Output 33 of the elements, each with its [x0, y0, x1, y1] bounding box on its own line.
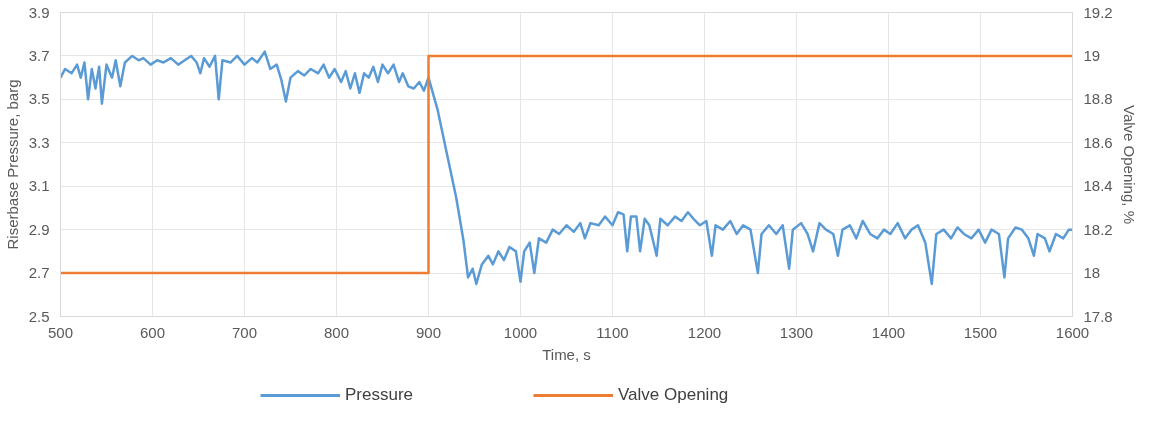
- y-tick-label: 2.9: [28, 220, 50, 238]
- x-tick-label: 1100: [596, 323, 629, 341]
- x-tick-label: 1300: [779, 323, 814, 341]
- y-axis-title: Riserbase Pressure, barg: [3, 79, 21, 250]
- x-tick-label: 900: [415, 323, 442, 341]
- y2-tick-label: 18: [1083, 264, 1101, 282]
- y2-axis-title: Valve Opening, %: [1120, 105, 1138, 224]
- legend-label: Pressure: [345, 385, 414, 405]
- x-tick-label: 800: [323, 323, 350, 341]
- y2-tick-label: 17.8: [1083, 307, 1113, 325]
- y2-tick-label: 18.8: [1083, 90, 1113, 108]
- y-tick-label: 3.7: [28, 46, 50, 64]
- x-tick-label: 600: [139, 323, 166, 341]
- y2-tick-label: 19: [1083, 46, 1101, 64]
- x-tick-label: 1000: [503, 323, 538, 341]
- y-tick-label: 3.9: [28, 3, 50, 21]
- y-tick-label: 3.3: [28, 133, 50, 151]
- y-tick-label: 2.5: [28, 307, 50, 325]
- x-tick-label: 1400: [871, 323, 906, 341]
- x-tick-label: 500: [47, 323, 74, 341]
- y-tick-label: 3.5: [28, 90, 50, 108]
- y-tick-label: 3.1: [28, 177, 50, 195]
- x-tick-label: 1200: [687, 323, 722, 341]
- x-tick-label: 700: [231, 323, 258, 341]
- y2-tick-label: 18.4: [1083, 177, 1113, 195]
- x-tick-label: 1500: [963, 323, 998, 341]
- x-axis-title: Time, s: [542, 345, 591, 363]
- x-tick-label: 1600: [1055, 323, 1090, 341]
- y2-tick-label: 18.2: [1083, 220, 1113, 238]
- legend-label: Valve Opening: [618, 385, 729, 405]
- y2-tick-label: 19.2: [1083, 3, 1113, 21]
- y2-tick-label: 18.6: [1083, 133, 1113, 151]
- y-tick-label: 2.7: [28, 264, 50, 282]
